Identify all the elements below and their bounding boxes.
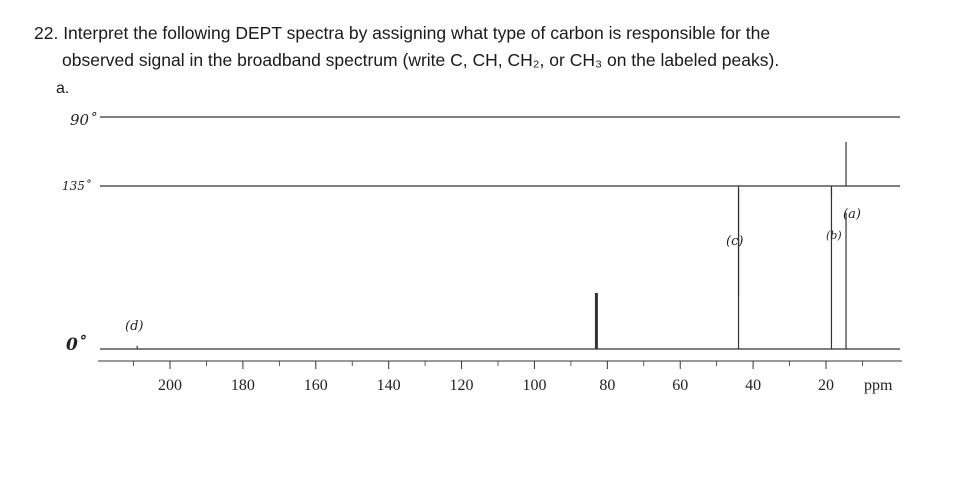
peaks-0 <box>136 189 847 349</box>
peak-label-d: (d) <box>125 319 143 334</box>
x-tick-label: 100 <box>522 377 546 394</box>
row-label-90: 90˚ <box>70 111 97 129</box>
part-label: a. <box>56 80 70 97</box>
x-axis-ticks: 200 180 160 140 120 100 80 60 40 20 <box>133 361 863 394</box>
x-tick-label: 180 <box>231 377 255 394</box>
x-tick-label: 80 <box>599 377 615 394</box>
peak-label-a: (a) <box>843 207 861 222</box>
question-text: 22. Interpret the following DEPT spectra… <box>34 20 934 74</box>
peaks-135 <box>737 142 847 296</box>
x-tick-label: 140 <box>377 377 401 394</box>
x-tick-label: 200 <box>158 377 182 394</box>
x-tick-label: 60 <box>672 377 688 394</box>
x-tick-label: 20 <box>818 377 834 394</box>
x-tick-label: 40 <box>745 377 761 394</box>
question-line-2: observed signal in the broadband spectru… <box>62 50 780 70</box>
question-line-1: 22. Interpret the following DEPT spectra… <box>34 23 771 43</box>
peak-label-c: (c) <box>726 234 743 249</box>
peak-label-b: (b) <box>826 229 842 242</box>
x-tick-label: 160 <box>304 377 328 394</box>
axis-unit-label: ppm <box>864 377 893 394</box>
row-label-135: 135˚ <box>62 178 91 193</box>
x-tick-label: 120 <box>450 377 474 394</box>
row-label-0: 0˚ <box>66 334 87 355</box>
